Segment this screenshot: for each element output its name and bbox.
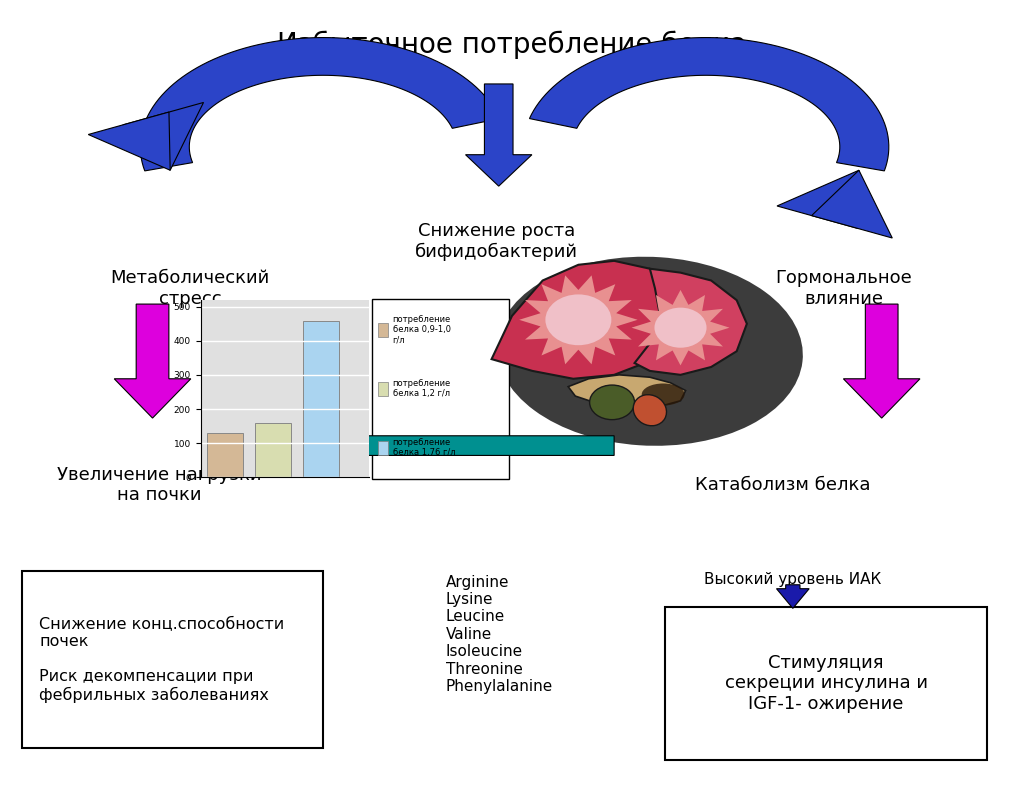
Polygon shape — [115, 304, 190, 418]
Text: потребление
белка 1,2 г/л: потребление белка 1,2 г/л — [392, 379, 451, 398]
Polygon shape — [568, 375, 686, 409]
FancyBboxPatch shape — [666, 607, 987, 760]
Polygon shape — [529, 38, 889, 171]
Text: потребление
белка 0,9-1,0
г/л: потребление белка 0,9-1,0 г/л — [392, 315, 451, 345]
Polygon shape — [88, 112, 170, 170]
Ellipse shape — [633, 394, 667, 426]
Ellipse shape — [497, 256, 803, 446]
FancyBboxPatch shape — [378, 383, 388, 396]
Text: Гормональное
влияние: Гормональное влияние — [775, 269, 912, 308]
Polygon shape — [635, 269, 746, 375]
FancyBboxPatch shape — [372, 298, 509, 479]
Polygon shape — [776, 585, 809, 608]
Polygon shape — [844, 304, 920, 418]
Circle shape — [654, 308, 707, 348]
Text: Стимуляция
секреции инсулина и
IGF-1- ожирение: Стимуляция секреции инсулина и IGF-1- ож… — [725, 653, 928, 713]
Polygon shape — [519, 275, 638, 365]
Circle shape — [590, 385, 635, 420]
Ellipse shape — [642, 383, 685, 406]
Text: Метаболический
стресс: Метаболический стресс — [111, 269, 270, 308]
Text: Увеличение нагрузки
на почки: Увеличение нагрузки на почки — [57, 466, 262, 504]
Text: Высокий уровень ИАК: Высокий уровень ИАК — [705, 572, 882, 587]
Polygon shape — [466, 84, 531, 186]
Text: Катаболизм белка: Катаболизм белка — [695, 476, 870, 494]
Text: Снижение конц.способности
почек

Риск декомпенсации при
фебрильных заболеваниях: Снижение конц.способности почек Риск дек… — [39, 617, 285, 703]
Polygon shape — [123, 103, 204, 170]
Polygon shape — [492, 261, 686, 379]
FancyBboxPatch shape — [378, 323, 388, 338]
Polygon shape — [632, 290, 729, 365]
Polygon shape — [812, 170, 892, 238]
Polygon shape — [140, 38, 500, 171]
Text: Arginine
Lysine
Leucine
Valine
Isoleucine
Threonine
Phenylalanine: Arginine Lysine Leucine Valine Isoleucin… — [445, 574, 553, 694]
Text: Избыточное потребление белка: Избыточное потребление белка — [278, 31, 746, 59]
Circle shape — [546, 294, 611, 346]
Text: Снижение роста
бифидобактерий: Снижение роста бифидобактерий — [415, 222, 579, 260]
Polygon shape — [293, 422, 614, 469]
FancyBboxPatch shape — [22, 571, 324, 748]
Polygon shape — [777, 170, 859, 228]
Text: потребление
белка 1,76 г/л: потребление белка 1,76 г/л — [392, 438, 455, 458]
FancyBboxPatch shape — [378, 441, 388, 455]
